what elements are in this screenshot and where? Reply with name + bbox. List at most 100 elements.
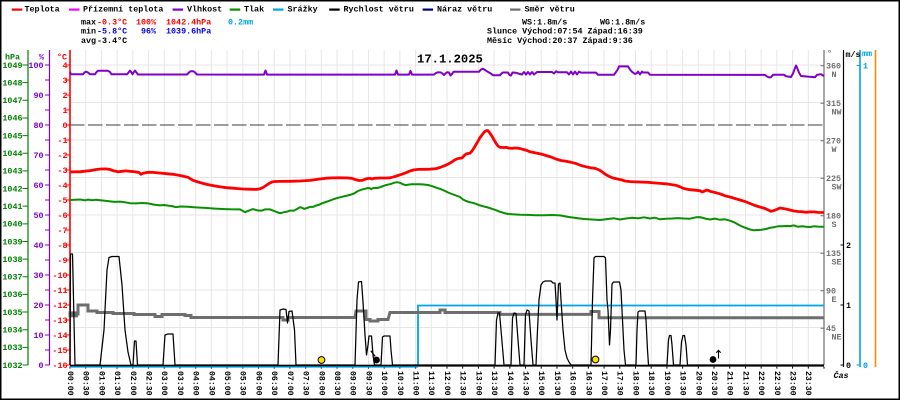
svg-text:avg: avg <box>81 36 96 46</box>
svg-text:06:30: 06:30 <box>269 371 278 396</box>
svg-text:Přízemní teplota: Přízemní teplota <box>83 4 163 14</box>
svg-text:-8: -8 <box>57 241 67 251</box>
svg-text:1045: 1045 <box>2 131 22 141</box>
svg-text:13:00: 13:00 <box>473 371 482 396</box>
svg-text:17:30: 17:30 <box>615 371 624 396</box>
svg-text:1: 1 <box>863 62 868 72</box>
svg-text:01:00: 01:00 <box>96 371 105 396</box>
svg-text:15:30: 15:30 <box>552 371 561 396</box>
svg-text:Měsíc Východ:20:37 Západ:9:3: Měsíc Východ:20:37 Západ:9:36 <box>487 36 633 46</box>
svg-text:80: 80 <box>33 121 43 131</box>
svg-text:1044: 1044 <box>2 149 22 159</box>
svg-text:-9: -9 <box>57 256 67 266</box>
svg-text:-10: -10 <box>52 271 67 281</box>
svg-text:15:00: 15:00 <box>536 371 545 396</box>
svg-text:Čas: Čas <box>834 370 849 381</box>
svg-text:1033: 1033 <box>2 343 22 353</box>
svg-text:23:00: 23:00 <box>788 371 797 396</box>
svg-text:WS:1.8m/s: WS:1.8m/s <box>522 18 567 28</box>
svg-text:0.2mm: 0.2mm <box>228 18 253 28</box>
svg-text:Vlhkost: Vlhkost <box>187 4 222 14</box>
svg-text:-0.3°C: -0.3°C <box>97 18 127 28</box>
svg-text:22:30: 22:30 <box>772 371 781 396</box>
svg-text:1034: 1034 <box>2 326 22 336</box>
svg-text:06:00: 06:00 <box>253 371 262 396</box>
svg-text:07:00: 07:00 <box>285 371 294 396</box>
svg-text:14:30: 14:30 <box>520 371 529 396</box>
svg-text:70: 70 <box>33 151 43 161</box>
svg-text:1041: 1041 <box>2 202 22 212</box>
svg-text:1042: 1042 <box>2 184 22 194</box>
svg-text:21:00: 21:00 <box>725 371 734 396</box>
svg-text:20:00: 20:00 <box>693 371 702 396</box>
svg-text:19:00: 19:00 <box>662 371 671 396</box>
svg-text:01:30: 01:30 <box>112 371 121 396</box>
svg-text:19:30: 19:30 <box>678 371 687 396</box>
svg-text:10: 10 <box>33 331 43 341</box>
svg-text:22:00: 22:00 <box>756 371 765 396</box>
svg-text:2: 2 <box>846 241 851 251</box>
svg-text:0: 0 <box>38 361 43 371</box>
svg-text:12:00: 12:00 <box>442 371 451 396</box>
svg-text:2: 2 <box>62 91 67 101</box>
svg-text:Srážky: Srážky <box>288 4 318 14</box>
svg-text:135: 135 <box>826 249 841 259</box>
svg-text:1049: 1049 <box>2 61 22 71</box>
svg-text:Náraz větru: Náraz větru <box>437 4 492 14</box>
svg-text:270: 270 <box>826 137 841 147</box>
svg-text:09:30: 09:30 <box>363 371 372 396</box>
svg-text:4: 4 <box>62 61 67 71</box>
svg-text:-3.4°C: -3.4°C <box>97 36 127 46</box>
svg-text:0: 0 <box>846 361 851 371</box>
svg-text:07:30: 07:30 <box>301 371 310 396</box>
svg-text:-12: -12 <box>52 301 67 311</box>
svg-text:10:00: 10:00 <box>379 371 388 396</box>
svg-text:00:00: 00:00 <box>65 371 74 396</box>
svg-text:max: max <box>81 18 96 28</box>
svg-text:1048: 1048 <box>2 78 22 88</box>
svg-text:Tlak: Tlak <box>244 4 264 14</box>
svg-text:08:00: 08:00 <box>316 371 325 396</box>
svg-text:Slunce Východ:07:54 Západ:16:: Slunce Východ:07:54 Západ:16:39 <box>487 27 643 37</box>
svg-text:04:00: 04:00 <box>191 371 200 396</box>
svg-text:m/s: m/s <box>846 50 861 60</box>
svg-text:360: 360 <box>826 62 841 72</box>
svg-text:09:00: 09:00 <box>348 371 357 396</box>
svg-text:0: 0 <box>62 121 67 131</box>
svg-text:NW: NW <box>832 108 843 118</box>
svg-text:18:00: 18:00 <box>630 371 639 396</box>
svg-text:10:30: 10:30 <box>395 371 404 396</box>
svg-text:1032: 1032 <box>2 361 22 371</box>
svg-text:min: min <box>81 27 96 37</box>
svg-text:1039: 1039 <box>2 237 22 247</box>
svg-text:50: 50 <box>33 211 43 221</box>
svg-text:17.1.2025: 17.1.2025 <box>417 52 483 66</box>
svg-text:40: 40 <box>33 241 43 251</box>
svg-text:20:30: 20:30 <box>709 371 718 396</box>
svg-text:1035: 1035 <box>2 308 22 318</box>
svg-text:-2: -2 <box>57 151 67 161</box>
svg-text:-16: -16 <box>52 361 67 371</box>
svg-text:16:30: 16:30 <box>583 371 592 396</box>
svg-text:E: E <box>832 295 837 305</box>
svg-text:°: ° <box>827 49 832 59</box>
svg-text:60: 60 <box>33 181 43 191</box>
svg-text:02:00: 02:00 <box>128 371 137 396</box>
svg-text:-1: -1 <box>57 136 67 146</box>
svg-text:315: 315 <box>826 99 841 109</box>
svg-text:-7: -7 <box>57 226 67 236</box>
svg-text:SW: SW <box>832 183 843 193</box>
svg-text:1042.4hPa: 1042.4hPa <box>166 18 211 28</box>
svg-text:Rychlost větru: Rychlost větru <box>344 4 414 14</box>
svg-text:1047: 1047 <box>2 96 22 106</box>
svg-text:1: 1 <box>846 301 851 311</box>
svg-text:12:30: 12:30 <box>458 371 467 396</box>
svg-text:mm: mm <box>862 49 872 59</box>
svg-text:-14: -14 <box>52 331 67 341</box>
svg-text:100%: 100% <box>136 18 157 28</box>
svg-text:11:30: 11:30 <box>426 371 435 396</box>
svg-text:21:30: 21:30 <box>740 371 749 396</box>
svg-text:03:30: 03:30 <box>175 371 184 396</box>
svg-text:S: S <box>832 220 837 230</box>
svg-text:23:30: 23:30 <box>803 371 812 396</box>
